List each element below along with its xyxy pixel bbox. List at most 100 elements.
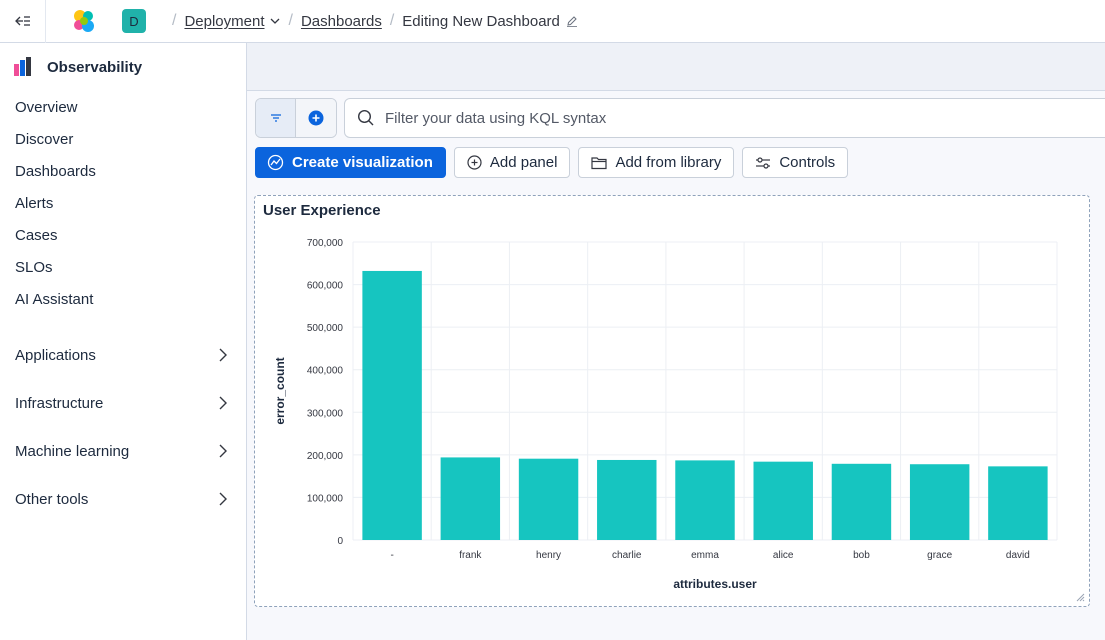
x-tick-label: bob	[853, 550, 870, 561]
sidebar-item-discover[interactable]: Discover	[0, 123, 246, 155]
sidebar-item-label: SLOs	[15, 258, 53, 276]
sidebar-group-label: Other tools	[15, 490, 89, 508]
x-tick-label: alice	[773, 550, 794, 561]
sidebar-item-overview[interactable]: Overview	[0, 91, 246, 123]
sidebar-item-label: Overview	[15, 98, 78, 116]
filter-icon	[270, 114, 281, 122]
sidebar-item-ai-assistant[interactable]: AI Assistant	[0, 283, 246, 315]
x-tick-label: grace	[927, 550, 952, 561]
sidebar-group-machine-learning[interactable]: Machine learning	[0, 427, 246, 475]
sidebar-item-dashboards[interactable]: Dashboards	[0, 155, 246, 187]
kql-search-field[interactable]	[344, 98, 1105, 138]
bar-grace[interactable]	[909, 464, 970, 540]
panel-title: User Experience	[263, 202, 381, 219]
controls-label: Controls	[779, 154, 836, 171]
resize-handle-icon[interactable]	[1075, 592, 1085, 602]
controls-icon	[755, 156, 771, 169]
sidebar-group-applications[interactable]: Applications	[0, 331, 246, 379]
chevron-down-icon[interactable]	[269, 15, 281, 27]
space-avatar[interactable]: D	[122, 9, 146, 33]
y-tick-label: 300,000	[307, 408, 344, 419]
add-from-library-button[interactable]: Add from library	[578, 147, 735, 178]
add-panel-button[interactable]: Add panel	[453, 147, 571, 178]
y-tick-label: 700,000	[307, 238, 344, 249]
kql-search-input[interactable]	[385, 109, 1085, 127]
folder-icon	[591, 156, 608, 170]
elastic-logo-icon	[74, 10, 94, 32]
plus-in-circle-icon	[467, 155, 482, 170]
y-tick-label: 600,000	[307, 281, 344, 292]
sidebar-item-label: Dashboards	[15, 162, 96, 180]
bar-charlie[interactable]	[597, 459, 657, 540]
add-panel-label: Add panel	[489, 154, 558, 171]
bar-henry[interactable]	[518, 458, 579, 540]
sidebar-group-label: Machine learning	[15, 442, 130, 460]
chevron-right-icon	[219, 396, 227, 410]
filter-menu-button[interactable]	[256, 99, 296, 137]
plus-circle-icon	[308, 110, 324, 126]
filter-button-group	[255, 98, 337, 138]
y-tick-label: 0	[337, 536, 343, 547]
sidebar-item-label: Discover	[15, 130, 74, 148]
sidebar-item-label: Cases	[15, 226, 58, 244]
dashboard-panel[interactable]: User Experience 0 100,000 200,000 300,000 40…	[254, 195, 1090, 607]
breadcrumb-separator: /	[288, 12, 293, 29]
add-filter-button[interactable]	[296, 99, 336, 137]
breadcrumb: / Deployment / Dashboards / Editing New …	[164, 12, 578, 30]
add-from-library-label: Add from library	[615, 154, 722, 171]
sidebar-item-alerts[interactable]: Alerts	[0, 187, 246, 219]
menu-collapse-icon	[14, 16, 30, 26]
search-icon	[357, 109, 375, 127]
sidebar-title-label: Observability	[47, 58, 143, 76]
breadcrumb-current: Editing New Dashboard	[402, 12, 560, 30]
controls-button[interactable]: Controls	[742, 147, 849, 178]
main-content: Create visualization Add panel Add from …	[247, 43, 1105, 640]
dashboard-toolbar: Create visualization Add panel Add from …	[255, 147, 849, 178]
chevron-right-icon	[219, 444, 227, 458]
x-tick-label: frank	[459, 550, 482, 561]
sidebar-item-label: AI Assistant	[15, 290, 94, 308]
y-tick-label: 500,000	[307, 323, 344, 334]
collapse-nav-button[interactable]	[0, 0, 46, 43]
y-axis-title: error_count	[273, 357, 287, 424]
top-band	[247, 43, 1105, 91]
pencil-icon[interactable]	[566, 15, 578, 27]
bar-dash[interactable]	[362, 270, 422, 540]
sidebar-group-other-tools[interactable]: Other tools	[0, 475, 246, 523]
elastic-logo[interactable]	[46, 0, 122, 43]
y-tick-label: 200,000	[307, 451, 344, 462]
sidebar-item-slos[interactable]: SLOs	[0, 251, 246, 283]
breadcrumb-separator: /	[172, 12, 177, 29]
sidebar-group-label: Infrastructure	[15, 394, 104, 412]
bar-emma[interactable]	[675, 460, 735, 540]
sidebar-item-cases[interactable]: Cases	[0, 219, 246, 251]
x-tick-label: emma	[691, 550, 719, 561]
breadcrumb-separator: /	[389, 12, 395, 29]
y-tick-label: 400,000	[307, 366, 344, 377]
create-visualization-label: Create visualization	[292, 154, 433, 171]
x-tick-label: -	[390, 550, 393, 561]
sidebar-item-label: Alerts	[15, 194, 54, 212]
chevron-right-icon	[219, 348, 227, 362]
x-tick-label: charlie	[612, 550, 642, 561]
sidebar-group-infrastructure[interactable]: Infrastructure	[0, 379, 246, 427]
x-tick-label: henry	[536, 550, 561, 561]
x-axis-title: attributes.user	[673, 577, 757, 591]
y-tick-label: 100,000	[307, 493, 344, 504]
side-navigation: Observability Overview Discover Dashboar…	[0, 43, 247, 640]
bar-frank[interactable]	[440, 457, 501, 540]
sidebar-group-label: Applications	[15, 346, 96, 364]
breadcrumb-dashboards[interactable]: Dashboards	[300, 12, 382, 30]
query-bar	[255, 98, 1105, 138]
sidebar-title[interactable]: Observability	[0, 43, 246, 91]
bar-chart: 0 100,000 200,000 300,000 400,000 500,000 600,…	[273, 238, 1058, 591]
bar-alice[interactable]	[753, 461, 813, 540]
top-header: D / Deployment / Dashboards / Editing Ne…	[0, 0, 1105, 43]
create-visualization-button[interactable]: Create visualization	[255, 147, 446, 178]
breadcrumb-deployment[interactable]: Deployment	[184, 12, 265, 30]
observability-icon	[14, 57, 31, 76]
visualize-app-icon	[267, 154, 284, 171]
bar-bob[interactable]	[831, 463, 892, 540]
x-tick-label: david	[1006, 550, 1030, 561]
bar-david[interactable]	[988, 466, 1048, 540]
